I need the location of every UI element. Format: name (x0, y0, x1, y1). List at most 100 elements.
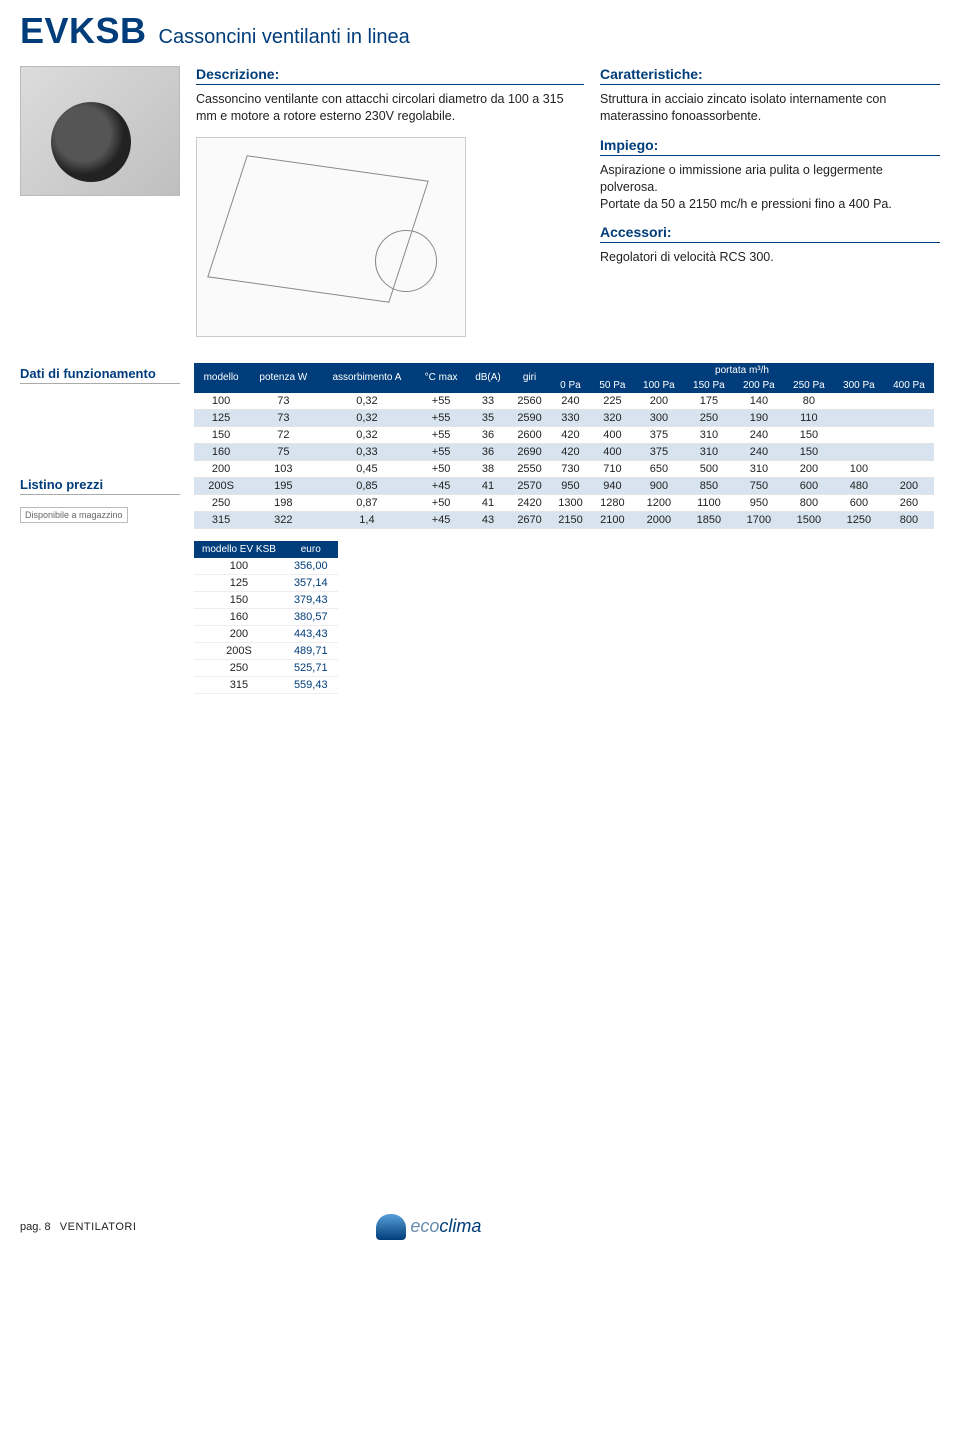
caratteristiche-heading: Caratteristiche: (600, 66, 940, 85)
table-cell: 33 (467, 393, 509, 410)
price-cell: 489,71 (284, 642, 338, 659)
table-cell: 2420 (509, 494, 550, 511)
table-cell: +50 (415, 460, 466, 477)
table-cell: 73 (248, 409, 318, 426)
table-cell: 0,32 (318, 426, 415, 443)
table-cell (884, 443, 934, 460)
table-cell: +55 (415, 409, 466, 426)
table-cell: 150 (194, 426, 248, 443)
th-giri: giri (509, 363, 550, 393)
price-cell: 250 (194, 659, 284, 676)
table-cell (834, 409, 884, 426)
table-cell (884, 426, 934, 443)
price-row: 250525,71 (194, 659, 338, 676)
table-cell (834, 426, 884, 443)
brand-logo: ecoclima (376, 1214, 481, 1240)
table-cell: 1100 (684, 494, 734, 511)
th-portata-col: 150 Pa (684, 378, 734, 393)
table-cell (834, 443, 884, 460)
table-row: 150720,32+55362600420400375310240150 (194, 426, 934, 443)
price-cell: 357,14 (284, 574, 338, 591)
th-potenza: potenza W (248, 363, 318, 393)
table-cell: 1250 (834, 511, 884, 528)
page-footer: pag. 8 VENTILATORI (20, 1221, 136, 1233)
table-cell: 100 (834, 460, 884, 477)
table-cell: 240 (734, 443, 784, 460)
impiego-heading: Impiego: (600, 137, 940, 156)
price-row: 150379,43 (194, 591, 338, 608)
table-cell: 900 (634, 477, 684, 494)
table-cell: 1300 (550, 494, 591, 511)
descrizione-body: Cassoncino ventilante con attacchi circo… (196, 91, 584, 125)
price-cell: 443,43 (284, 625, 338, 642)
table-cell: 480 (834, 477, 884, 494)
table-cell: 1200 (634, 494, 684, 511)
th-portata-col: 400 Pa (884, 378, 934, 393)
table-cell: 400 (591, 426, 634, 443)
accessori-body: Regolatori di velocità RCS 300. (600, 249, 940, 266)
brand-post: clima (439, 1216, 481, 1237)
table-cell: 2000 (634, 511, 684, 528)
price-cell: 379,43 (284, 591, 338, 608)
table-cell: 260 (884, 494, 934, 511)
caratteristiche-body: Struttura in acciaio zincato isolato int… (600, 91, 940, 125)
price-row: 200S489,71 (194, 642, 338, 659)
table-cell: 41 (467, 494, 509, 511)
table-cell: 940 (591, 477, 634, 494)
table-cell: 75 (248, 443, 318, 460)
th-portata-col: 50 Pa (591, 378, 634, 393)
th-assorb: assorbimento A (318, 363, 415, 393)
table-cell: 600 (834, 494, 884, 511)
table-cell (884, 409, 934, 426)
table-cell: 160 (194, 443, 248, 460)
table-cell: 850 (684, 477, 734, 494)
table-cell: 150 (784, 443, 834, 460)
table-cell: 1280 (591, 494, 634, 511)
table-cell: 800 (884, 511, 934, 528)
table-cell: 800 (784, 494, 834, 511)
technical-drawing (196, 137, 466, 337)
table-row: 200S1950,85+4541257095094090085075060048… (194, 477, 934, 494)
table-cell: 375 (634, 443, 684, 460)
table-cell: 150 (784, 426, 834, 443)
dati-heading: Dati di funzionamento (20, 363, 180, 384)
table-cell: 1850 (684, 511, 734, 528)
table-row: 160750,33+55362690420400375310240150 (194, 443, 934, 460)
price-cell: 100 (194, 558, 284, 575)
table-cell: 200S (194, 477, 248, 494)
table-cell: 240 (734, 426, 784, 443)
table-cell: 0,85 (318, 477, 415, 494)
table-cell: 1,4 (318, 511, 415, 528)
table-cell: 0,32 (318, 409, 415, 426)
table-cell: 38 (467, 460, 509, 477)
table-row: 2001030,45+50382550730710650500310200100 (194, 460, 934, 477)
table-cell: 1700 (734, 511, 784, 528)
table-cell: 190 (734, 409, 784, 426)
table-cell: 310 (684, 443, 734, 460)
table-cell: 240 (550, 393, 591, 410)
table-cell: 35 (467, 409, 509, 426)
price-cell: 356,00 (284, 558, 338, 575)
price-table: modello EV KSB euro 100356,00125357,1415… (194, 541, 338, 694)
th-portata-col: 100 Pa (634, 378, 684, 393)
table-cell: 100 (194, 393, 248, 410)
table-cell: 0,87 (318, 494, 415, 511)
table-cell: +55 (415, 443, 466, 460)
th-portata-col: 300 Pa (834, 378, 884, 393)
table-cell: 2570 (509, 477, 550, 494)
table-cell: 310 (734, 460, 784, 477)
table-cell: 125 (194, 409, 248, 426)
table-cell: 750 (734, 477, 784, 494)
descrizione-heading: Descrizione: (196, 66, 584, 85)
price-row: 315559,43 (194, 676, 338, 693)
table-cell: 2590 (509, 409, 550, 426)
table-cell: 322 (248, 511, 318, 528)
table-cell: +55 (415, 393, 466, 410)
table-cell: 195 (248, 477, 318, 494)
table-cell: 250 (194, 494, 248, 511)
table-cell: +55 (415, 426, 466, 443)
product-photo (20, 66, 180, 196)
th-portata-col: 200 Pa (734, 378, 784, 393)
table-cell (834, 393, 884, 410)
table-cell: 950 (550, 477, 591, 494)
